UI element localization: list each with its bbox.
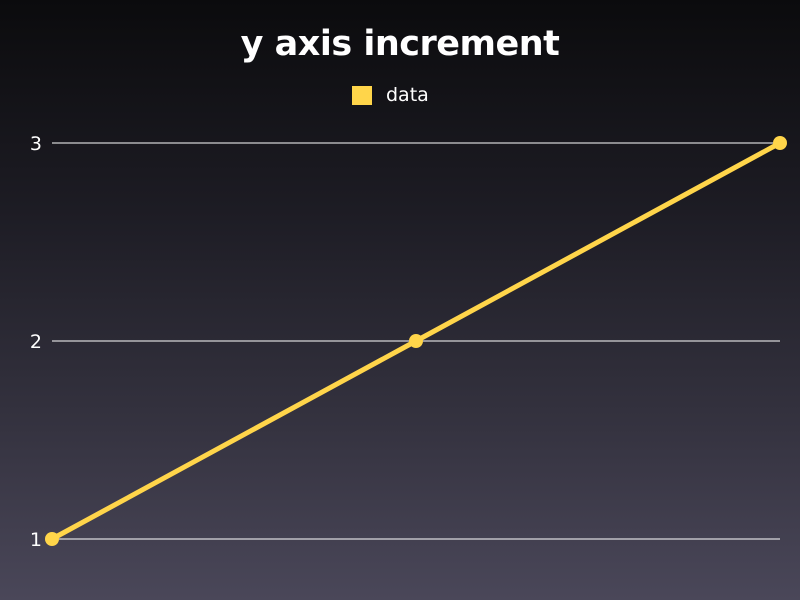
y-tick-label: 2 bbox=[30, 331, 42, 353]
chart-title: y axis increment bbox=[240, 24, 560, 64]
series-layer bbox=[45, 136, 787, 546]
data-point[interactable] bbox=[45, 532, 59, 546]
legend[interactable]: data bbox=[352, 84, 429, 106]
data-point[interactable] bbox=[773, 136, 787, 150]
y-tick-labels: 1 2 3 bbox=[30, 133, 42, 551]
data-point[interactable] bbox=[409, 334, 423, 348]
legend-label: data bbox=[386, 84, 429, 106]
y-tick-label: 1 bbox=[30, 529, 42, 551]
y-tick-label: 3 bbox=[30, 133, 42, 155]
legend-swatch bbox=[352, 85, 372, 105]
